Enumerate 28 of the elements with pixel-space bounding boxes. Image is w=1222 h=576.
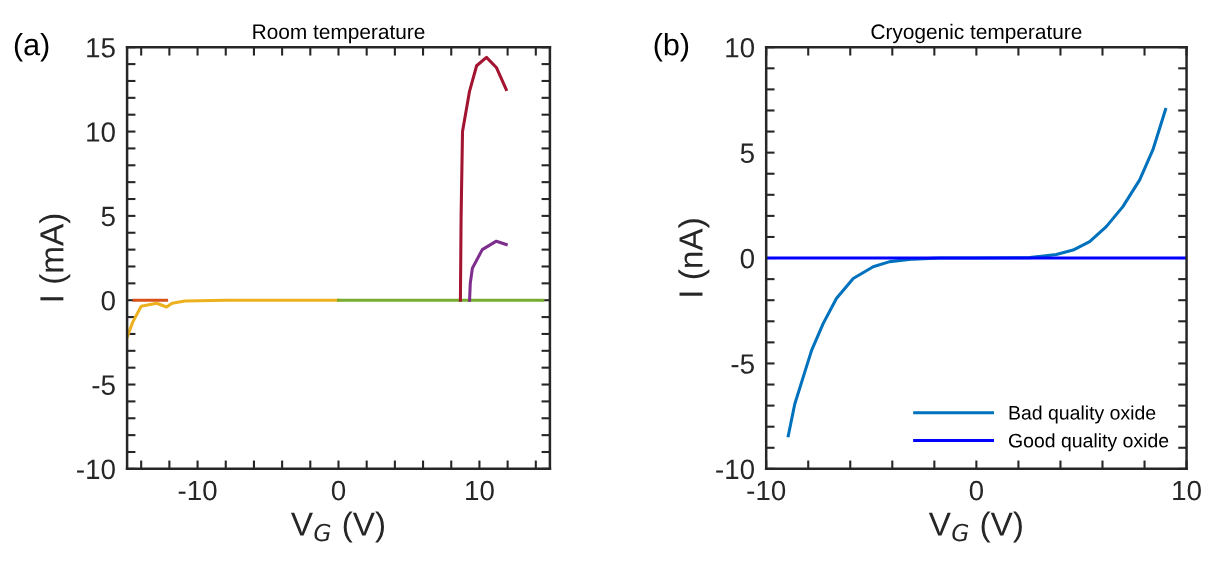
y-tick-label: 0 (740, 248, 754, 269)
x-tick-label: -10 (178, 480, 217, 501)
y-tick-label: -10 (77, 459, 115, 480)
y-tick-label: 0 (101, 290, 115, 311)
x-tick-label: 10 (466, 480, 494, 501)
legend-label: Bad quality oxide (1009, 405, 1156, 424)
x-tick-label: 0 (969, 480, 984, 501)
x-axis-title: V$_{G}$ (V) (928, 511, 1022, 543)
legend-label: Good quality oxide (1008, 433, 1169, 452)
y-tick-label: 10 (726, 37, 754, 58)
text: (a) (14, 32, 49, 62)
y-tick-label: 5 (101, 206, 115, 227)
y-tick-label: -5 (92, 375, 115, 395)
y-tick-label: -10 (716, 459, 754, 480)
line-series (458, 55, 508, 302)
y-tick-label: 10 (87, 122, 115, 142)
y-axis-title: I (mA) (39, 214, 71, 301)
x-tick-label: 10 (1173, 480, 1201, 501)
text: (b) (654, 32, 689, 62)
line-series (468, 239, 508, 302)
x-tick-label: 0 (331, 480, 346, 501)
y-axis-title: I (nA) (678, 219, 710, 296)
x-axis-title: V$_{G}$ (V) (290, 511, 384, 543)
chart-title: Cryogenic temperature (871, 23, 1082, 44)
y-tick-label: 5 (740, 143, 754, 163)
y-tick-label: -5 (731, 354, 754, 374)
y-tick-label: 15 (87, 38, 115, 58)
chart-title: Room temperature (253, 24, 425, 44)
